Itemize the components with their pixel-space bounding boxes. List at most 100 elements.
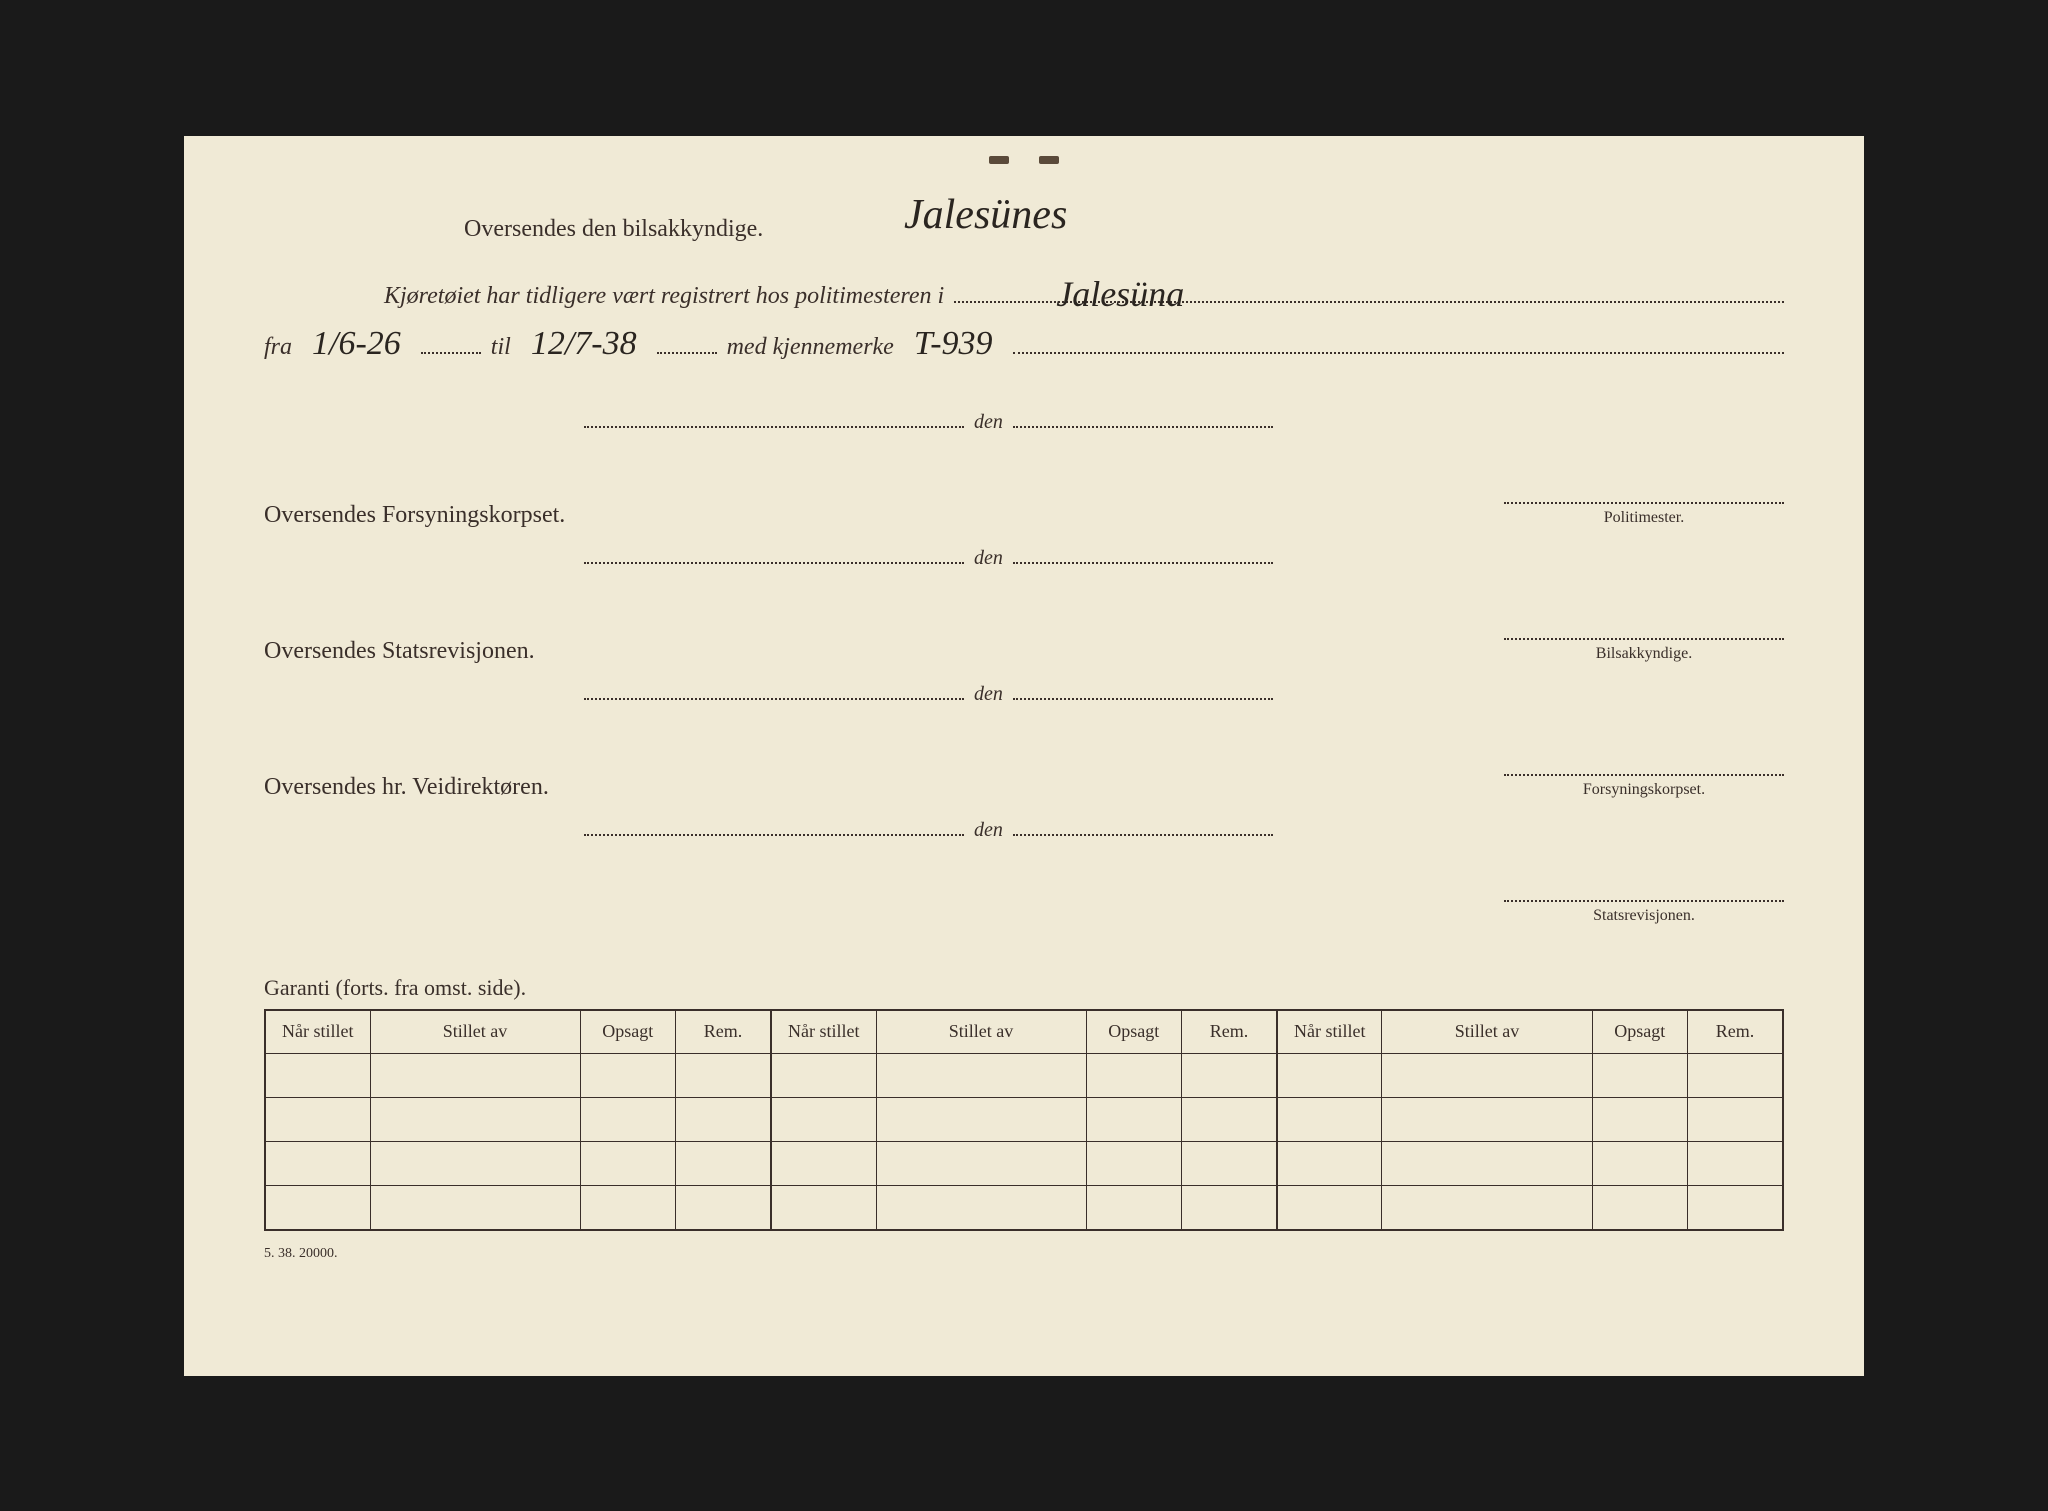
signature-caption-final: Statsrevisjonen. xyxy=(1504,907,1784,925)
table-cell xyxy=(1382,1098,1592,1142)
signature-line xyxy=(1504,756,1784,776)
col-stillet-av: Stillet av xyxy=(370,1010,580,1054)
table-cell xyxy=(676,1098,771,1142)
table-cell xyxy=(676,1142,771,1186)
footer-code: 5. 38. 20000. xyxy=(264,1246,1784,1262)
table-cell xyxy=(1382,1142,1592,1186)
header-line-1: Oversendes den bilsakkyndige. Jalesünes xyxy=(464,216,1784,243)
section-label-3: Oversendes hr. Veidirektøren. xyxy=(264,774,549,801)
table-cell xyxy=(1086,1186,1181,1230)
staple-mark xyxy=(1039,156,1059,164)
table-cell xyxy=(1086,1142,1181,1186)
table-row xyxy=(265,1142,1783,1186)
signature-caption-1: Politimester. xyxy=(1504,509,1784,527)
table-cell xyxy=(876,1186,1086,1230)
staple-marks xyxy=(989,156,1059,164)
med-value: T-939 xyxy=(904,325,1003,363)
col-stillet-av: Stillet av xyxy=(876,1010,1086,1054)
table-cell xyxy=(1277,1186,1382,1230)
col-opsagt: Opsagt xyxy=(1086,1010,1181,1054)
dotted-line xyxy=(584,816,964,836)
signature-caption-2: Bilsakkyndige. xyxy=(1504,645,1784,663)
dotted-line xyxy=(1013,334,1784,354)
garanti-table-head: Når stillet Stillet av Opsagt Rem. Når s… xyxy=(265,1010,1783,1054)
staple-mark xyxy=(989,156,1009,164)
fra-label: fra xyxy=(264,334,292,361)
col-opsagt: Opsagt xyxy=(580,1010,675,1054)
section-row-1: Oversendes Forsyningskorpset. Politimest… xyxy=(264,484,1784,529)
table-cell xyxy=(1277,1098,1382,1142)
signature-area-2: Bilsakkyndige. xyxy=(1504,620,1784,663)
line2-printed: Kjøretøiet har tidligere vært registrert… xyxy=(384,283,944,309)
table-cell xyxy=(1592,1142,1687,1186)
signature-line xyxy=(1504,882,1784,902)
header-line-2: Kjøretøiet har tidligere vært registrert… xyxy=(384,283,944,310)
table-cell xyxy=(370,1142,580,1186)
den-label: den xyxy=(964,683,1013,706)
dotted-line xyxy=(584,408,964,428)
signature-area-1: Politimester. xyxy=(1504,484,1784,527)
dotted-line xyxy=(584,680,964,700)
table-cell xyxy=(876,1098,1086,1142)
table-cell xyxy=(1382,1054,1592,1098)
table-cell xyxy=(1592,1054,1687,1098)
date-line-1: den xyxy=(584,544,1784,570)
line1-printed: Oversendes den bilsakkyndige. xyxy=(464,216,763,242)
den-label: den xyxy=(964,411,1013,434)
garanti-title: Garanti (forts. fra omst. side). xyxy=(264,975,1784,1001)
date-line-3: den xyxy=(584,816,1784,842)
dotted-line xyxy=(1013,408,1273,428)
table-cell xyxy=(876,1142,1086,1186)
table-cell xyxy=(1687,1098,1783,1142)
table-cell xyxy=(1277,1142,1382,1186)
table-cell xyxy=(676,1186,771,1230)
col-opsagt: Opsagt xyxy=(1592,1010,1687,1054)
col-rem: Rem. xyxy=(676,1010,771,1054)
col-rem: Rem. xyxy=(1182,1010,1277,1054)
table-cell xyxy=(1687,1142,1783,1186)
table-cell xyxy=(1277,1054,1382,1098)
table-cell xyxy=(580,1186,675,1230)
dotted-line xyxy=(657,334,717,354)
final-signature-row: Statsrevisjonen. xyxy=(264,882,1784,925)
table-cell xyxy=(771,1054,876,1098)
garanti-table: Når stillet Stillet av Opsagt Rem. Når s… xyxy=(264,1009,1784,1231)
table-cell xyxy=(580,1142,675,1186)
table-cell xyxy=(771,1098,876,1142)
table-row xyxy=(265,1098,1783,1142)
dotted-line xyxy=(584,544,964,564)
col-nar-stillet: Når stillet xyxy=(771,1010,876,1054)
signature-area-final: Statsrevisjonen. xyxy=(1504,882,1784,925)
table-cell xyxy=(1182,1098,1277,1142)
signature-area-3: Forsyningskorpset. xyxy=(1504,756,1784,799)
table-cell xyxy=(1382,1186,1592,1230)
section-label-2: Oversendes Statsrevisjonen. xyxy=(264,638,535,665)
table-cell xyxy=(580,1054,675,1098)
signature-line xyxy=(1504,484,1784,504)
table-cell xyxy=(1182,1142,1277,1186)
table-cell xyxy=(1687,1186,1783,1230)
table-cell xyxy=(370,1054,580,1098)
table-cell xyxy=(265,1142,370,1186)
dotted-line xyxy=(1013,816,1273,836)
dotted-line xyxy=(421,334,481,354)
section-row-3: Oversendes hr. Veidirektøren. Forsynings… xyxy=(264,756,1784,801)
table-cell xyxy=(370,1186,580,1230)
dotted-line xyxy=(1013,544,1273,564)
til-label: til xyxy=(491,334,511,361)
signature-line xyxy=(1504,620,1784,640)
table-cell xyxy=(1592,1098,1687,1142)
table-cell xyxy=(771,1142,876,1186)
section-row-2: Oversendes Statsrevisjonen. Bilsakkyndig… xyxy=(264,620,1784,665)
garanti-table-body xyxy=(265,1054,1783,1230)
col-nar-stillet: Når stillet xyxy=(1277,1010,1382,1054)
table-cell xyxy=(876,1054,1086,1098)
document-page: Oversendes den bilsakkyndige. Jalesünes … xyxy=(184,136,1864,1376)
table-cell xyxy=(1182,1054,1277,1098)
table-cell xyxy=(1086,1054,1181,1098)
table-cell xyxy=(1592,1186,1687,1230)
garanti-header-row: Når stillet Stillet av Opsagt Rem. Når s… xyxy=(265,1010,1783,1054)
signature-caption-3: Forsyningskorpset. xyxy=(1504,781,1784,799)
til-value: 12/7-38 xyxy=(521,325,647,363)
table-cell xyxy=(265,1186,370,1230)
